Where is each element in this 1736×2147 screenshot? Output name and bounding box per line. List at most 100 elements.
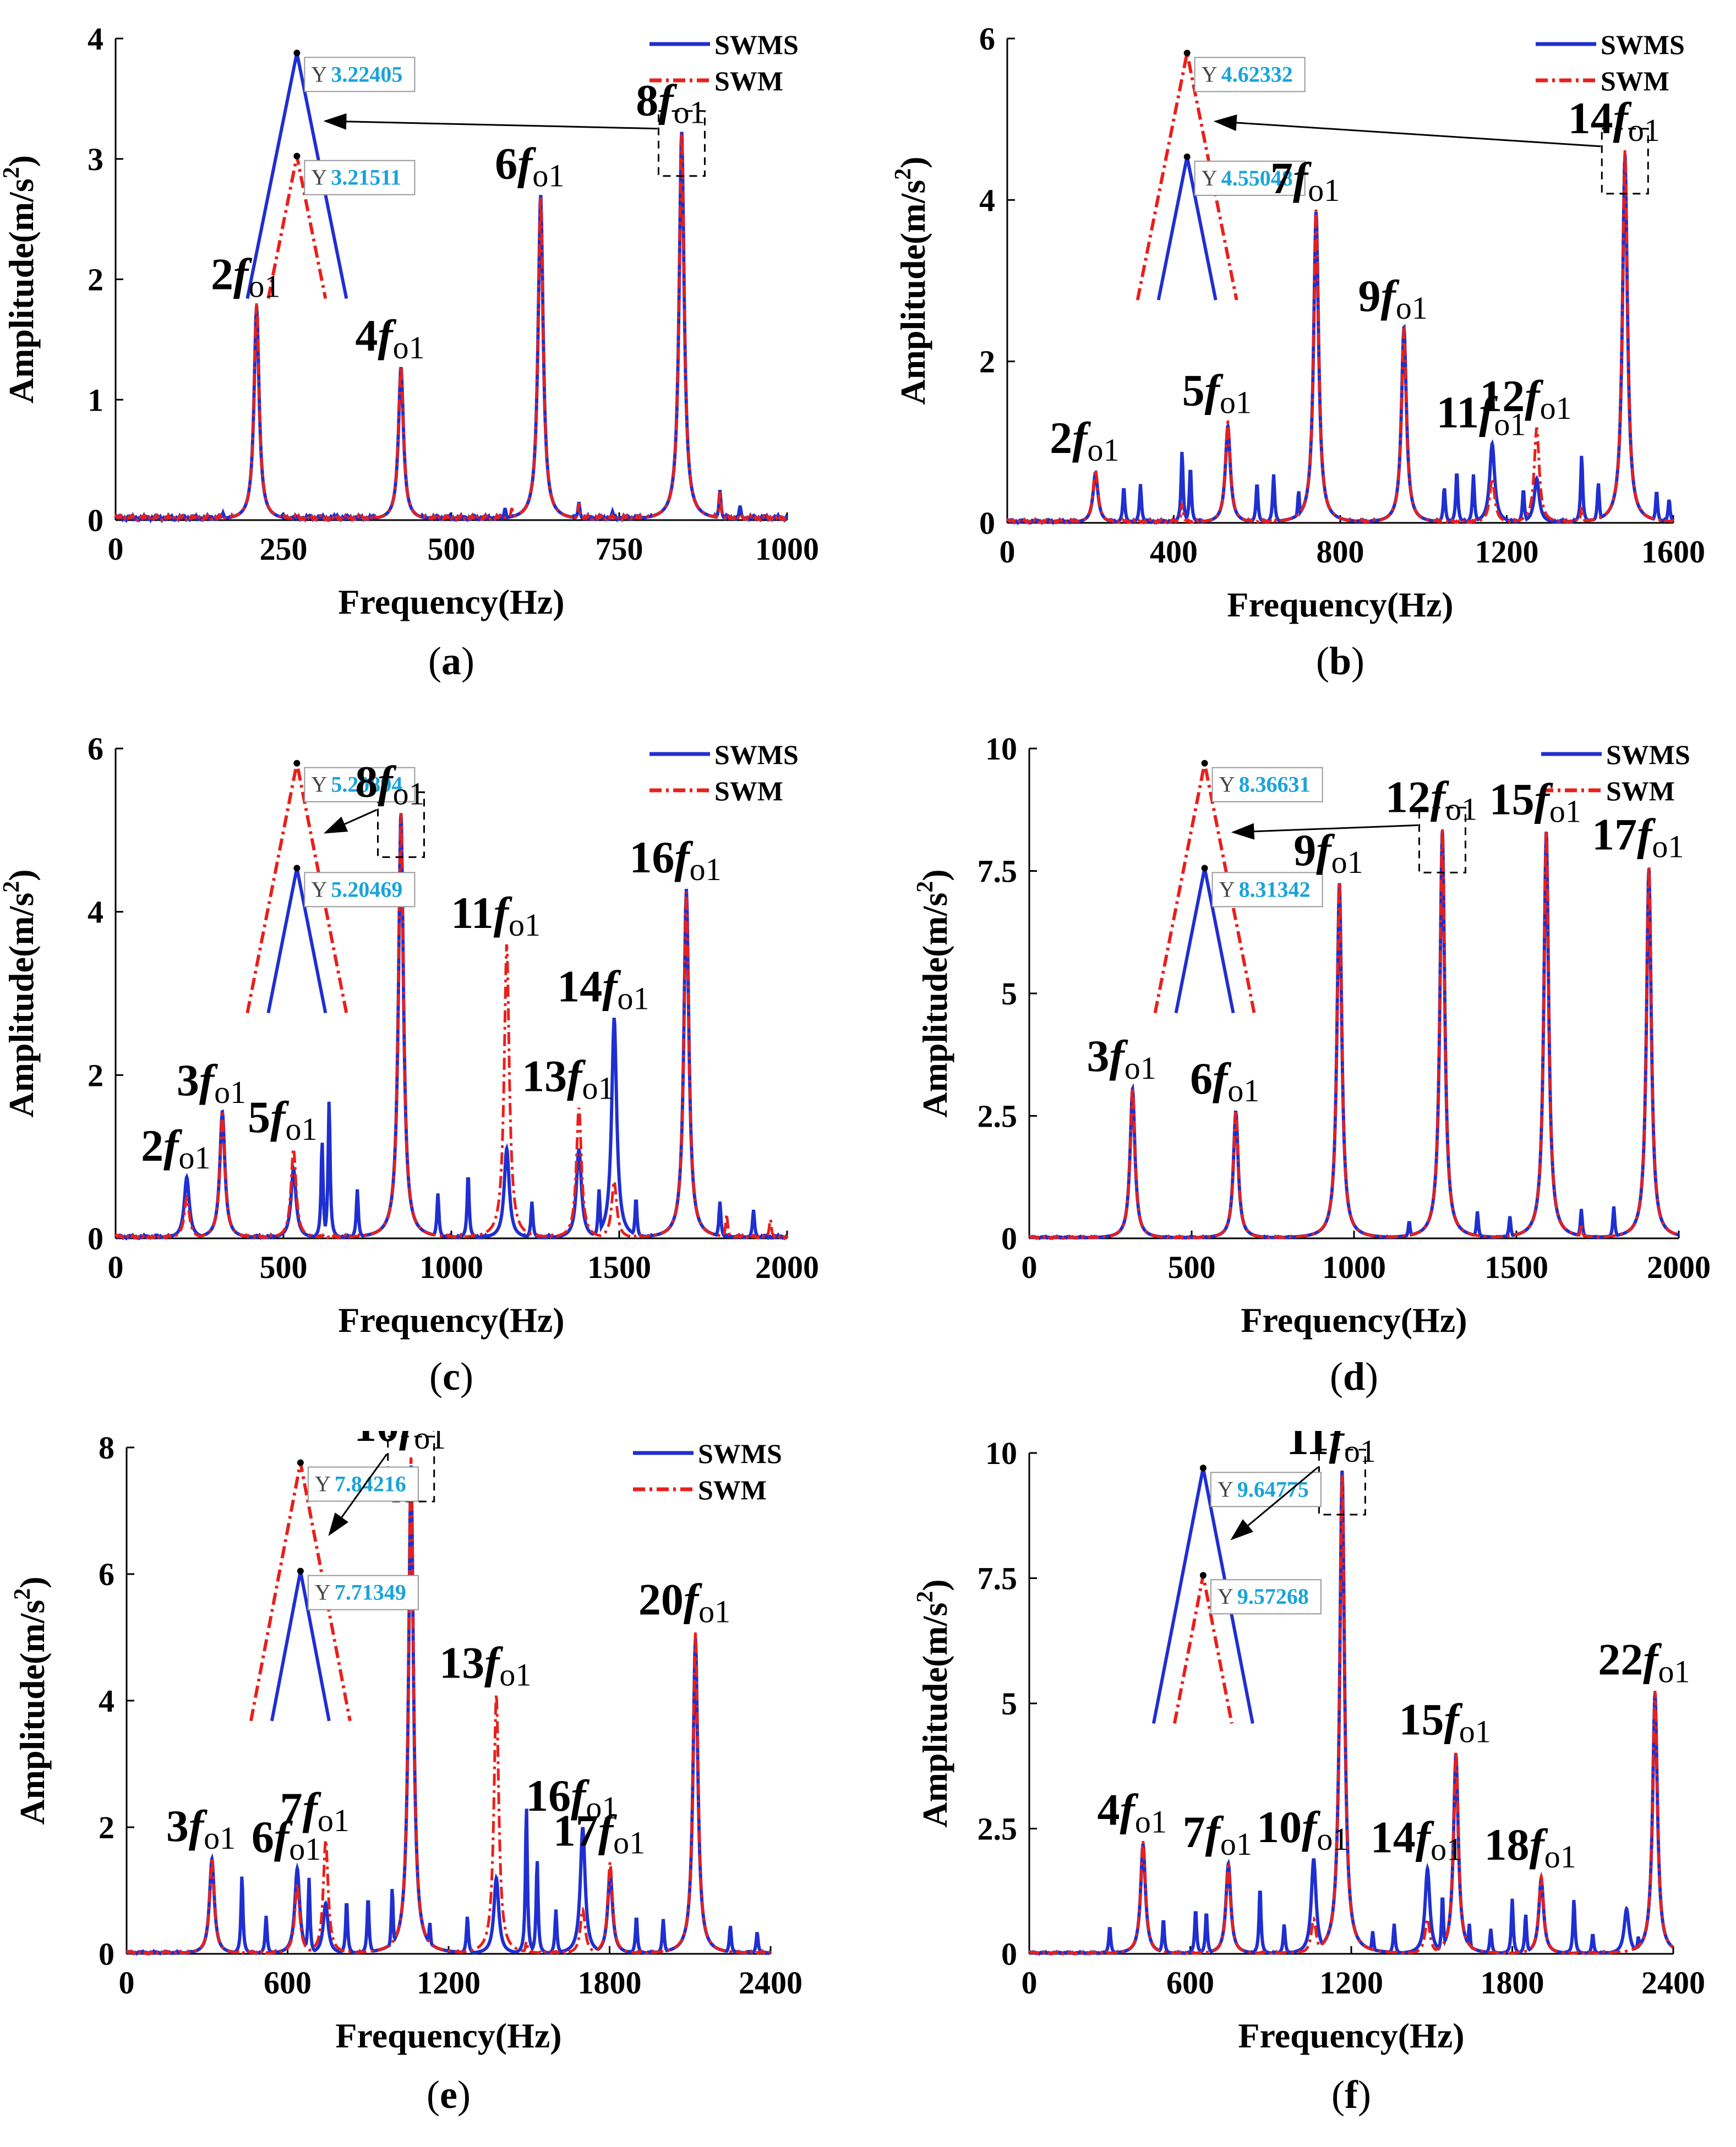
y-tick-label: 5 (1001, 1686, 1017, 1722)
harmonic-label: 6fo1 (1190, 1053, 1259, 1108)
y-tick-label: 0 (979, 505, 995, 541)
harmonic-label: 9fo1 (1293, 825, 1363, 880)
y-tick-label: 0 (1001, 1936, 1017, 1972)
datatip-marker (293, 760, 301, 767)
harmonic-label: 8fo1 (355, 756, 424, 811)
harmonic-label: 5fo1 (248, 1092, 317, 1147)
chart-f: 0 600 1200 1800 2400 0 2.5 5 7.5 10 Frequency(Hz) A… (913, 1414, 1705, 2117)
harmonic-label: 2fo1 (211, 249, 280, 304)
x-tick-label: 0 (1000, 534, 1016, 570)
datatip-prefix: Y (1218, 1584, 1233, 1609)
x-axis-label: Frequency(Hz) (1241, 1301, 1467, 1340)
harmonic-label: 11fo1 (451, 888, 541, 943)
panel-caption: (e) (427, 2073, 471, 2117)
datatip: Y 8.36631 (1201, 760, 1323, 802)
y-axis-label: Amplitude(m/s2) (0, 869, 41, 1117)
harmonic-label: 3fo1 (177, 1055, 246, 1110)
series-line-swm (114, 813, 788, 1241)
harmonic-label: 15fo1 (1489, 774, 1581, 829)
x-tick-label: 400 (1150, 534, 1198, 570)
x-tick-label: 1200 (1319, 1965, 1383, 2001)
zoom-arrow (1230, 1466, 1319, 1540)
x-tick-label: 500 (1168, 1249, 1216, 1285)
x-tick-label: 1000 (1322, 1249, 1386, 1285)
datatip: Y 8.31342 (1201, 865, 1323, 908)
panel-c: 0 500 1000 1500 2000 0 2 4 6 Frequency(Hz) Amplitu… (0, 715, 855, 1432)
panel-caption: (a) (428, 639, 474, 683)
datatip-prefix: Y (1219, 772, 1235, 797)
chart-e: 0 600 1200 1800 2400 0 2 4 6 8 Frequency(Hz) Amplit… (10, 1401, 803, 2117)
y-tick-label: 0 (88, 502, 103, 538)
zoom-arrow (1231, 823, 1418, 840)
y-tick-label: 10 (985, 731, 1017, 767)
zoom-arrow (323, 808, 378, 834)
datatip-value: 7.84216 (335, 1472, 406, 1496)
inset-peak-swm (1136, 52, 1238, 301)
x-tick-label: 2400 (1641, 1965, 1705, 2001)
y-tick-label: 0 (99, 1936, 114, 1972)
x-tick-label: 500 (260, 1249, 308, 1285)
x-tick-label: 0 (1022, 1965, 1038, 2001)
harmonic-label: 9fo1 (1358, 271, 1428, 326)
y-tick-label: 6 (88, 731, 103, 767)
legend-label-swms: SWMS (698, 1438, 782, 1469)
datatip-prefix: Y (1202, 166, 1218, 190)
datatip: Y 9.64775 (1199, 1465, 1322, 1507)
harmonic-label: 6fo1 (252, 1812, 321, 1867)
x-tick-label: 2000 (1647, 1249, 1711, 1285)
harmonic-label: 4fo1 (1098, 1784, 1167, 1839)
harmonic-label: 13fo1 (439, 1638, 531, 1693)
zoom-arrow (328, 1454, 387, 1537)
harmonic-label: 14fo1 (1568, 93, 1660, 148)
datatip-marker (1183, 153, 1191, 160)
y-axis-label: Amplitude(m/s2) (913, 869, 954, 1117)
y-tick-label: 2 (979, 344, 995, 380)
datatip-marker (297, 1459, 304, 1466)
panel-b: 0 400 800 1200 1600 0 2 4 6 Frequency(Hz) Amplitud… (881, 0, 1736, 716)
x-tick-label: 600 (264, 1965, 312, 2001)
harmonic-label: 22fo1 (1598, 1634, 1690, 1689)
harmonic-label: 5fo1 (1182, 365, 1252, 420)
datatip-prefix: Y (1202, 62, 1218, 86)
datatip: Y 5.20469 (293, 865, 416, 908)
harmonic-label: 16fo1 (526, 1771, 618, 1826)
series-line-swms (125, 1465, 772, 1956)
datatip-value: 8.31342 (1239, 877, 1311, 902)
series-line-swm (1028, 1474, 1674, 1955)
chart-d: 0 500 1000 1500 2000 0 2.5 5 7.5 10 Frequency(Hz) A… (913, 731, 1711, 1398)
harmonic-label: 12fo1 (1385, 772, 1477, 827)
y-tick-label: 4 (99, 1683, 114, 1719)
datatip-prefix: Y (1219, 877, 1235, 902)
harmonic-label: 11fo1 (1286, 1431, 1376, 1469)
datatip-prefix: Y (315, 1472, 331, 1496)
x-axis-label: Frequency(Hz) (338, 582, 564, 621)
chart-c: 0 500 1000 1500 2000 0 2 4 6 Frequency(Hz) Amplitu… (0, 731, 819, 1398)
y-tick-label: 7.5 (978, 854, 1018, 889)
datatip-value: 9.57268 (1237, 1584, 1309, 1609)
datatip-marker (1199, 1572, 1207, 1579)
datatip: Y 5.20894 (293, 760, 416, 802)
x-tick-label: 1000 (755, 531, 819, 567)
series-line-swm (1028, 828, 1679, 1240)
harmonic-label: 12fo1 (1480, 371, 1571, 426)
x-tick-label: 2400 (739, 1965, 803, 2001)
datatip-value: 3.22405 (331, 62, 402, 86)
y-tick-label: 10 (985, 1435, 1017, 1471)
panel-caption: (b) (1316, 639, 1364, 683)
harmonic-label: 15fo1 (1399, 1694, 1491, 1749)
datatip-marker (293, 152, 301, 160)
panel-a: 0 250 500 750 1000 0 1 2 3 4 Frequency(Hz) Amplitud… (0, 0, 855, 716)
x-tick-label: 1500 (1484, 1249, 1548, 1285)
x-tick-label: 0 (108, 1249, 124, 1285)
datatip-value: 5.20469 (331, 877, 402, 902)
series-line-swms (1028, 831, 1679, 1241)
datatip-value: 3.21511 (331, 165, 401, 190)
datatip-marker (293, 50, 301, 57)
y-tick-label: 2.5 (978, 1811, 1018, 1847)
x-tick-label: 0 (119, 1965, 135, 2001)
legend-label-swms: SWMS (1606, 739, 1690, 770)
series-line-swm (114, 133, 788, 523)
y-tick-label: 4 (88, 894, 103, 930)
datatip-prefix: Y (315, 1580, 331, 1605)
y-tick-label: 2.5 (978, 1099, 1018, 1134)
